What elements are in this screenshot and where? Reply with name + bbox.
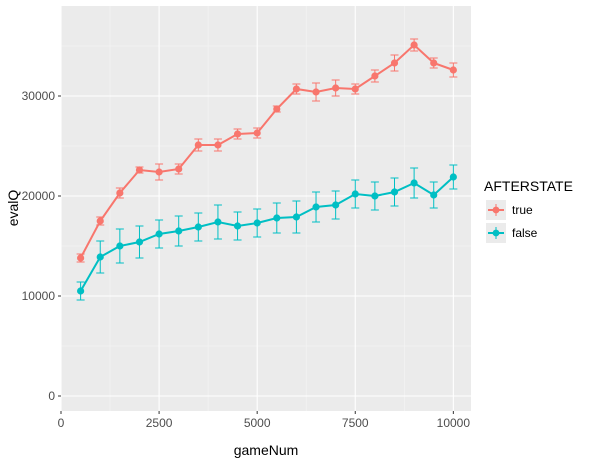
data-point [430, 191, 438, 199]
data-point [292, 85, 301, 93]
legend-key-point [492, 206, 500, 214]
data-point [292, 213, 301, 221]
series-layer [76, 38, 458, 301]
legend: AFTERSTATE true false [484, 178, 573, 243]
data-point [371, 72, 379, 80]
data-point [312, 88, 320, 96]
data-point [155, 230, 163, 238]
data-point [233, 130, 242, 138]
data-point [390, 59, 399, 67]
data-point [351, 190, 359, 198]
data-point [116, 189, 124, 197]
legend-key-point [492, 229, 500, 237]
data-point [410, 179, 418, 187]
axis-layer: 0 2500 5000 7500 10000 0 10000 20000 30000 [22, 89, 471, 430]
y-tick-label: 10000 [22, 289, 56, 303]
data-point [116, 242, 124, 250]
data-point [253, 129, 261, 137]
data-point [155, 168, 163, 176]
x-tick-label: 0 [58, 416, 65, 430]
data-point [77, 287, 85, 295]
y-axis-title: evalQ [5, 190, 21, 227]
data-point [332, 84, 340, 92]
legend-item-true: true [486, 200, 533, 220]
x-axis-title: gameNum [234, 442, 299, 458]
data-point [390, 188, 399, 196]
legend-label: true [512, 203, 533, 217]
x-tick-label: 2500 [146, 416, 173, 430]
data-point [449, 66, 457, 74]
x-tick-label: 5000 [244, 416, 271, 430]
data-point [96, 217, 104, 225]
data-point [194, 223, 202, 231]
legend-title: AFTERSTATE [484, 178, 573, 194]
y-tick-label: 0 [48, 389, 55, 403]
data-point [194, 141, 202, 149]
data-point [135, 166, 144, 174]
grid-major [60, 6, 471, 411]
legend-label: false [512, 226, 538, 240]
data-point [332, 201, 340, 209]
y-tick-label: 20000 [22, 189, 56, 203]
series-true [76, 38, 458, 263]
data-point [233, 222, 242, 230]
data-point [371, 192, 379, 200]
x-tick-label: 7500 [342, 416, 369, 430]
data-point [351, 85, 359, 93]
y-tick-label: 30000 [22, 89, 56, 103]
data-point [135, 238, 144, 246]
data-point [273, 214, 281, 222]
data-point [253, 219, 261, 227]
data-point [175, 165, 183, 173]
series-false [76, 164, 458, 301]
data-point [214, 218, 222, 226]
data-point [410, 41, 418, 49]
plot-panel [61, 6, 471, 411]
x-tick-label: 10000 [437, 416, 471, 430]
data-point [449, 173, 457, 181]
data-point [273, 105, 281, 113]
data-point [430, 59, 438, 67]
data-point [214, 141, 222, 149]
data-point [96, 253, 104, 261]
legend-items: true false [486, 200, 538, 243]
data-point [77, 254, 85, 262]
grid-minor [61, 6, 471, 411]
data-point [175, 227, 183, 235]
legend-item-false: false [486, 223, 538, 243]
data-point [312, 203, 320, 211]
